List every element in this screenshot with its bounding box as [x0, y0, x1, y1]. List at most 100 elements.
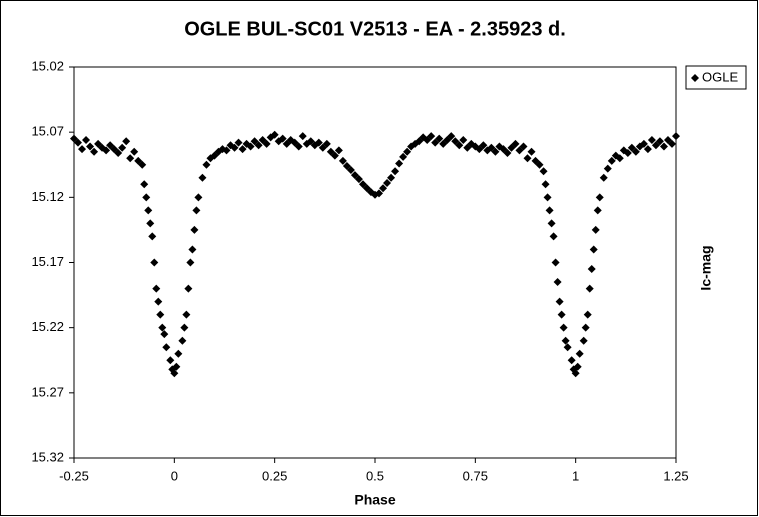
y-tick-label: 15.22	[31, 319, 64, 334]
data-point	[511, 139, 520, 148]
data-point	[140, 180, 149, 189]
data-point	[156, 310, 165, 319]
data-point	[78, 145, 87, 154]
data-point	[427, 132, 436, 141]
data-point	[262, 139, 271, 148]
y-tick-label: 15.27	[31, 384, 64, 399]
data-point	[158, 323, 167, 332]
x-tick-label: -0.25	[59, 468, 89, 483]
data-point	[567, 356, 576, 365]
data-point	[178, 336, 187, 345]
data-point	[655, 137, 664, 146]
data-point	[375, 189, 384, 198]
data-point	[519, 142, 528, 151]
plot-area	[73, 66, 677, 459]
data-point	[583, 310, 592, 319]
data-point	[246, 142, 255, 151]
data-point	[595, 193, 604, 202]
data-point	[575, 349, 584, 358]
data-point	[659, 142, 668, 151]
data-point	[563, 343, 572, 352]
data-point	[503, 149, 512, 158]
data-point	[294, 142, 303, 151]
data-point	[585, 284, 594, 293]
data-point	[270, 130, 279, 139]
x-tick-label: 0	[171, 468, 178, 483]
legend-box	[685, 65, 747, 90]
data-point	[547, 219, 556, 228]
data-point	[122, 137, 131, 146]
y-axis-label: Ic-mag	[698, 245, 714, 290]
x-tick-label: 0.5	[366, 468, 384, 483]
data-point	[188, 245, 197, 254]
data-point	[479, 141, 488, 150]
chart-title: OGLE BUL-SC01 V2513 - EA - 2.35923 d.	[184, 18, 566, 40]
data-point	[194, 193, 203, 202]
data-point	[314, 138, 323, 147]
data-point	[555, 297, 564, 306]
data-point	[559, 323, 568, 332]
data-point	[172, 362, 181, 371]
data-point	[551, 258, 560, 267]
data-point	[459, 135, 468, 144]
data-point	[338, 156, 347, 165]
data-point	[672, 132, 680, 141]
data-point	[545, 206, 554, 215]
data-point	[114, 149, 123, 158]
data-point	[234, 138, 243, 147]
data-point	[190, 225, 199, 234]
data-point	[182, 310, 191, 319]
data-point	[166, 356, 175, 365]
data-point	[322, 139, 331, 148]
data-point	[154, 297, 163, 306]
data-point	[539, 167, 548, 176]
data-point	[238, 145, 247, 154]
data-point	[354, 175, 363, 184]
data-point	[144, 206, 153, 215]
data-point	[387, 173, 396, 182]
data-point	[118, 143, 127, 152]
data-point	[90, 147, 99, 156]
x-tick-label: 0.75	[463, 468, 488, 483]
data-point	[591, 225, 600, 234]
data-point	[491, 147, 500, 156]
data-point	[170, 369, 179, 378]
data-point	[138, 160, 147, 169]
data-point	[523, 154, 532, 163]
data-point	[593, 206, 602, 215]
data-point	[571, 369, 580, 378]
data-point	[254, 141, 263, 150]
data-point	[74, 138, 83, 147]
y-tick-label: 15.07	[31, 124, 64, 139]
data-point	[180, 323, 189, 332]
y-tick-label: 15.32	[31, 449, 64, 464]
data-point	[346, 165, 355, 174]
data-point	[184, 284, 193, 293]
data-point	[639, 139, 648, 148]
data-point	[186, 258, 195, 267]
data-point	[162, 343, 171, 352]
data-point	[278, 134, 287, 143]
data-point	[587, 265, 596, 274]
data-point	[399, 152, 408, 161]
data-point	[330, 151, 339, 160]
legend-marker	[691, 74, 699, 82]
data-point	[152, 284, 161, 293]
x-tick-label: 0.25	[262, 468, 287, 483]
data-point	[543, 193, 552, 202]
x-tick-label: 1	[572, 468, 579, 483]
data-point	[579, 336, 588, 345]
y-tick-label: 15.12	[31, 189, 64, 204]
data-point	[615, 154, 624, 163]
data-point	[126, 154, 135, 163]
data-point	[130, 147, 139, 156]
data-point	[561, 336, 570, 345]
data-point	[160, 330, 169, 339]
data-point	[599, 173, 608, 182]
data-point	[222, 146, 231, 155]
data-point	[148, 232, 157, 241]
data-point	[198, 173, 207, 182]
data-point	[607, 156, 616, 165]
data-point	[631, 147, 640, 156]
